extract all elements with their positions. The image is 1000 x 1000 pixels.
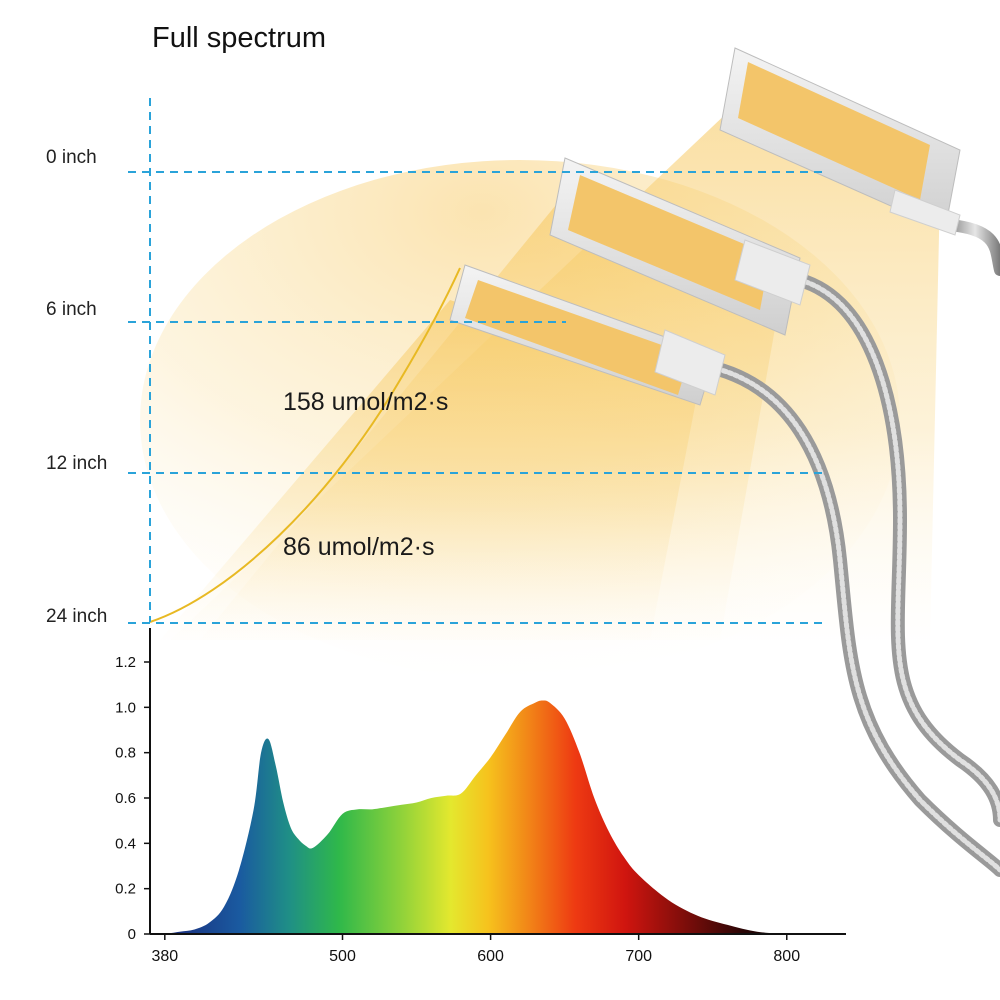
distance-label-0: 0 inch [46,147,97,168]
y-tick-label: 0.2 [115,881,136,898]
x-tick-label: 380 [151,948,178,965]
y-tick-label: 1.0 [115,699,136,716]
distance-label-24: 24 inch [46,606,108,627]
x-tick-label: 500 [329,948,356,965]
x-tick-label: 800 [773,948,800,965]
page-title: Full spectrum [152,22,327,54]
gooseneck-hoses [693,219,1000,877]
lamp-middle [549,157,811,336]
x-tick-label: 600 [477,948,504,965]
ppfd-label-12in: 158 umol/m2·s [283,388,449,416]
y-tick-label: 0.8 [115,745,136,762]
intensity-curve [149,267,461,623]
y-tick-label: 0.6 [115,790,136,807]
lamp-bottom [449,264,726,406]
distance-label-12: 12 inch [46,453,108,474]
ppfd-label-24in: 86 umol/m2·s [283,533,435,561]
distance-label-6: 6 inch [46,299,97,320]
light-beams [140,110,940,680]
y-tick-label: 1.2 [115,654,136,671]
guide-lines [128,98,826,624]
lamp-top [719,47,961,236]
spectrum-area [164,700,787,934]
y-tick-label: 0 [128,926,136,943]
spectrum-chart: 0 0.2 0.4 0.6 0.8 1.0 1.2 380 500 600 700 800 [115,628,846,965]
y-tick-label: 0.4 [115,835,136,852]
x-tick-label: 700 [625,948,652,965]
